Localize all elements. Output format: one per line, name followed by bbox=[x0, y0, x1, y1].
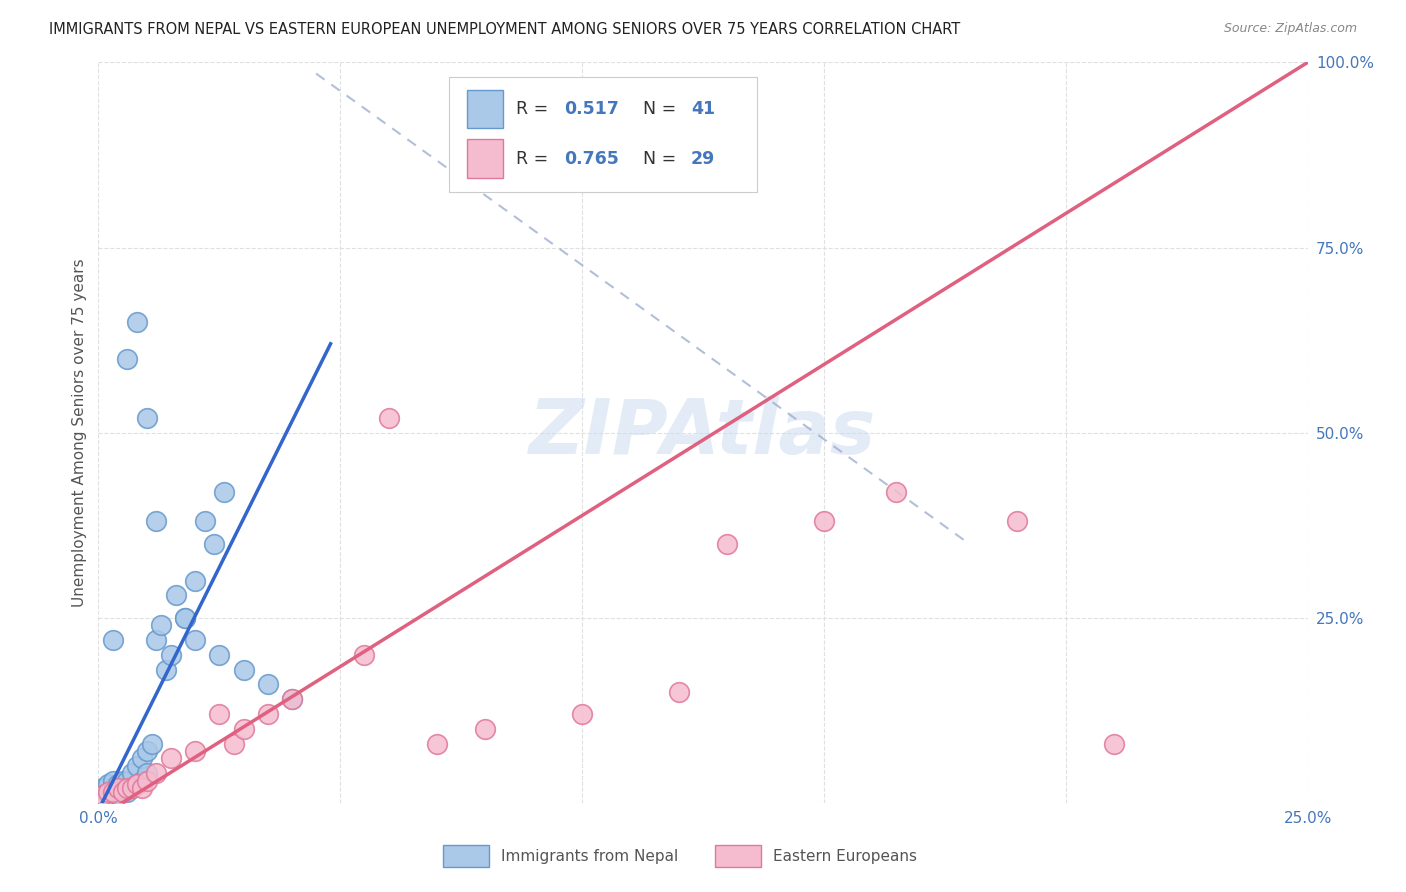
Text: 41: 41 bbox=[690, 100, 716, 118]
Point bbox=[97, 789, 120, 803]
Point bbox=[232, 663, 254, 677]
Point bbox=[97, 777, 120, 791]
Text: Source: ZipAtlas.com: Source: ZipAtlas.com bbox=[1223, 22, 1357, 36]
Text: 0.765: 0.765 bbox=[564, 150, 619, 168]
Text: R =: R = bbox=[516, 100, 554, 118]
Point bbox=[131, 780, 153, 795]
Point bbox=[813, 515, 835, 529]
Point bbox=[150, 618, 173, 632]
Point bbox=[135, 766, 157, 780]
Point bbox=[184, 744, 207, 758]
Point bbox=[145, 766, 167, 780]
Point bbox=[194, 515, 217, 529]
FancyBboxPatch shape bbox=[716, 845, 761, 867]
Point bbox=[165, 589, 187, 603]
Point bbox=[101, 785, 124, 799]
Point bbox=[127, 314, 149, 328]
Point bbox=[377, 410, 399, 425]
Point bbox=[117, 773, 139, 788]
Point bbox=[571, 706, 593, 721]
Text: R =: R = bbox=[516, 150, 554, 168]
Point bbox=[127, 777, 149, 791]
Point bbox=[668, 685, 690, 699]
Point bbox=[131, 751, 153, 765]
Point bbox=[281, 692, 304, 706]
Point bbox=[886, 484, 908, 499]
Point bbox=[155, 663, 177, 677]
Point bbox=[281, 692, 304, 706]
FancyBboxPatch shape bbox=[467, 90, 503, 128]
Point bbox=[474, 722, 496, 736]
Point bbox=[135, 773, 157, 788]
Point bbox=[101, 773, 124, 788]
Point bbox=[174, 610, 197, 624]
Point bbox=[716, 536, 738, 550]
Point bbox=[184, 632, 207, 647]
Text: 29: 29 bbox=[690, 150, 716, 168]
Point bbox=[141, 737, 163, 751]
Point bbox=[212, 484, 235, 499]
FancyBboxPatch shape bbox=[449, 78, 758, 192]
Point bbox=[111, 780, 134, 795]
Point bbox=[204, 536, 226, 550]
Point bbox=[127, 758, 149, 772]
Point bbox=[1102, 737, 1125, 751]
FancyBboxPatch shape bbox=[467, 139, 503, 178]
Text: N =: N = bbox=[643, 150, 682, 168]
Point bbox=[91, 789, 114, 803]
Point bbox=[426, 737, 449, 751]
Point bbox=[117, 785, 139, 799]
Y-axis label: Unemployment Among Seniors over 75 years: Unemployment Among Seniors over 75 years bbox=[72, 259, 87, 607]
Point bbox=[353, 648, 375, 662]
Point bbox=[91, 780, 114, 795]
Point bbox=[1007, 515, 1029, 529]
Point bbox=[121, 780, 143, 795]
Text: ZIPAtlas: ZIPAtlas bbox=[529, 396, 877, 469]
FancyBboxPatch shape bbox=[443, 845, 489, 867]
Text: Eastern Europeans: Eastern Europeans bbox=[773, 848, 917, 863]
Point bbox=[107, 789, 129, 803]
Point bbox=[107, 780, 129, 795]
Text: Immigrants from Nepal: Immigrants from Nepal bbox=[501, 848, 678, 863]
Point bbox=[208, 706, 231, 721]
Point bbox=[256, 706, 278, 721]
Point bbox=[111, 785, 134, 799]
Point bbox=[174, 610, 197, 624]
Text: 0.517: 0.517 bbox=[564, 100, 619, 118]
Text: IMMIGRANTS FROM NEPAL VS EASTERN EUROPEAN UNEMPLOYMENT AMONG SENIORS OVER 75 YEA: IMMIGRANTS FROM NEPAL VS EASTERN EUROPEA… bbox=[49, 22, 960, 37]
Text: N =: N = bbox=[643, 100, 682, 118]
Point bbox=[131, 773, 153, 788]
Point bbox=[184, 574, 207, 588]
Point bbox=[145, 632, 167, 647]
Point bbox=[135, 410, 157, 425]
Point bbox=[111, 773, 134, 788]
Point bbox=[97, 785, 120, 799]
Point bbox=[101, 780, 124, 795]
Point bbox=[121, 766, 143, 780]
Point bbox=[208, 648, 231, 662]
Point bbox=[222, 737, 245, 751]
Point bbox=[117, 780, 139, 795]
Point bbox=[160, 751, 183, 765]
Point bbox=[121, 780, 143, 795]
Point bbox=[107, 777, 129, 791]
Point bbox=[256, 677, 278, 691]
Point bbox=[232, 722, 254, 736]
Point bbox=[127, 777, 149, 791]
Point bbox=[160, 648, 183, 662]
Point bbox=[101, 632, 124, 647]
Point bbox=[135, 744, 157, 758]
Point bbox=[145, 515, 167, 529]
Point bbox=[117, 351, 139, 366]
